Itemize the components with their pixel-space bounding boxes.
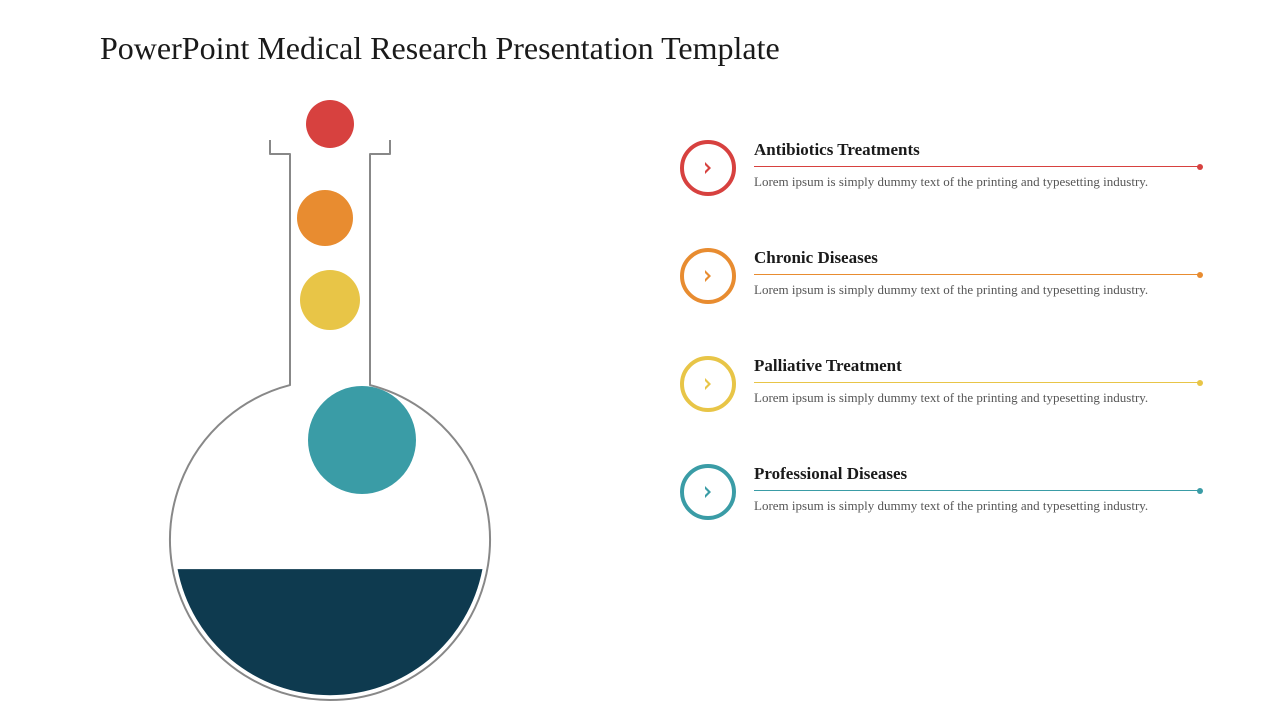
chevron-right-icon — [680, 356, 736, 412]
topic-title: Professional Diseases — [754, 464, 1200, 484]
topic-text: Antibiotics Treatments Lorem ipsum is sim… — [754, 140, 1200, 191]
topic-underline — [754, 274, 1200, 275]
chevron-right-icon — [680, 464, 736, 520]
topic-item-0: Antibiotics Treatments Lorem ipsum is sim… — [680, 140, 1200, 196]
topic-desc: Lorem ipsum is simply dummy text of the … — [754, 281, 1200, 299]
topic-item-1: Chronic Diseases Lorem ipsum is simply du… — [680, 248, 1200, 304]
flask-bubble-2 — [300, 270, 360, 330]
page-title: PowerPoint Medical Research Presentation… — [100, 30, 780, 67]
flask-bubble-3 — [308, 386, 416, 494]
flask-liquid — [178, 569, 483, 695]
topic-desc: Lorem ipsum is simply dummy text of the … — [754, 497, 1200, 515]
topic-underline — [754, 490, 1200, 491]
flask-diagram — [130, 100, 530, 700]
topic-item-2: Palliative Treatment Lorem ipsum is simpl… — [680, 356, 1200, 412]
topic-underline — [754, 166, 1200, 167]
chevron-right-icon — [680, 140, 736, 196]
topic-text: Chronic Diseases Lorem ipsum is simply du… — [754, 248, 1200, 299]
topic-desc: Lorem ipsum is simply dummy text of the … — [754, 173, 1200, 191]
topic-text: Palliative Treatment Lorem ipsum is simpl… — [754, 356, 1200, 407]
topic-title: Palliative Treatment — [754, 356, 1200, 376]
topic-item-3: Professional Diseases Lorem ipsum is simp… — [680, 464, 1200, 520]
topic-text: Professional Diseases Lorem ipsum is simp… — [754, 464, 1200, 515]
topic-title: Antibiotics Treatments — [754, 140, 1200, 160]
flask-bubble-0 — [306, 100, 354, 148]
flask-bubble-1 — [297, 190, 353, 246]
topic-underline — [754, 382, 1200, 383]
chevron-right-icon — [680, 248, 736, 304]
topics-list: Antibiotics Treatments Lorem ipsum is sim… — [680, 140, 1200, 572]
topic-title: Chronic Diseases — [754, 248, 1200, 268]
topic-desc: Lorem ipsum is simply dummy text of the … — [754, 389, 1200, 407]
